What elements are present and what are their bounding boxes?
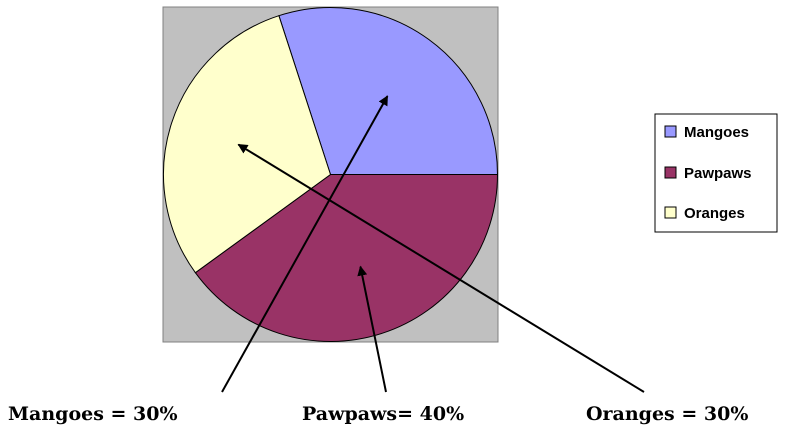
annotation-label-pawpaws: Pawpaws= 40% [302, 403, 464, 425]
annotation-arrow-oranges [237, 143, 645, 393]
annotation-arrow-pawpaws [357, 265, 387, 393]
legend-label-oranges: Oranges [684, 205, 745, 222]
annotation-label-oranges: Oranges = 30% [586, 403, 748, 425]
legend-swatch-oranges [664, 206, 677, 219]
pie-slice-mangoes [278, 7, 499, 175]
pie-slices [163, 7, 499, 342]
legend-swatch-mangoes [664, 125, 677, 138]
legend: Mangoes Pawpaws Oranges [654, 113, 778, 233]
annotation-arrow-mangoes [221, 95, 389, 393]
legend-label-pawpaws: Pawpaws [684, 165, 752, 182]
legend-swatch-pawpaws [664, 166, 677, 179]
annotation-arrows [221, 95, 645, 393]
annotation-label-mangoes: Mangoes = 30% [8, 403, 178, 425]
legend-label-mangoes: Mangoes [684, 124, 749, 141]
pie-slice-pawpaws [194, 174, 499, 342]
